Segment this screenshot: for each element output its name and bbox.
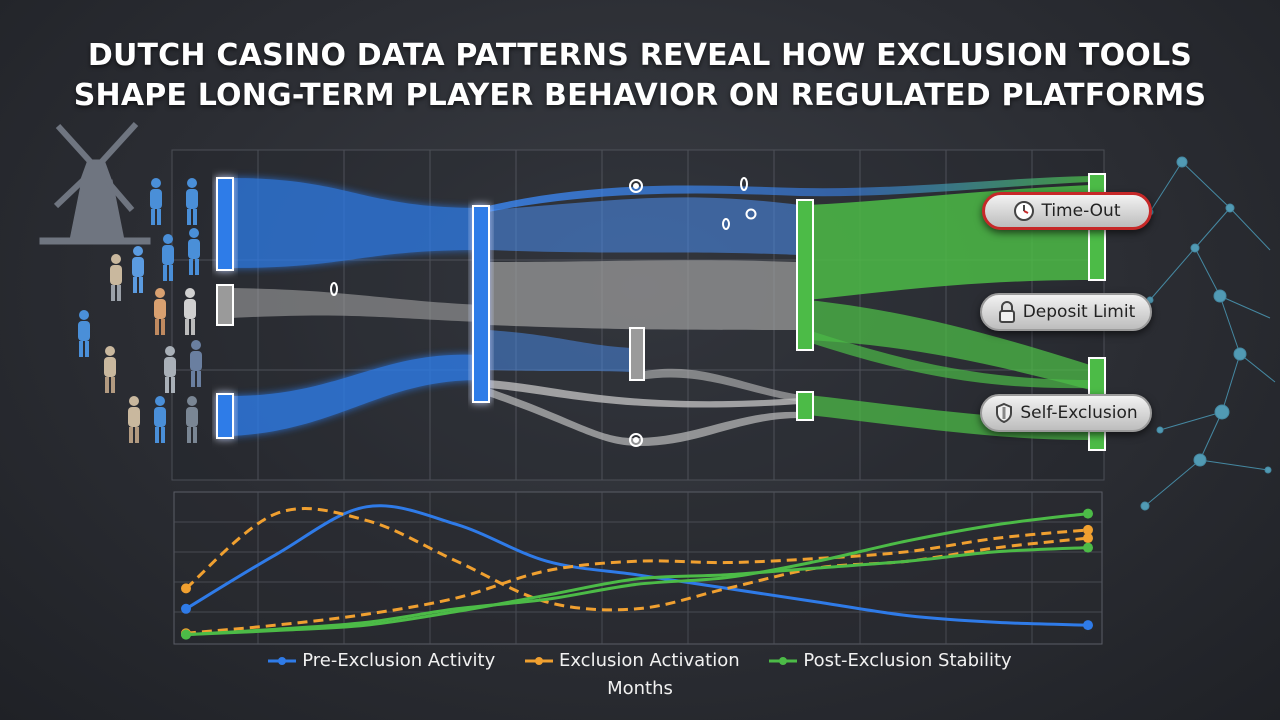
shield-icon bbox=[996, 402, 1013, 424]
x-axis-label: Months bbox=[607, 678, 673, 699]
node-center-blue bbox=[472, 205, 490, 403]
network-icon bbox=[1140, 156, 1276, 511]
person-icon bbox=[162, 234, 174, 281]
person-icon bbox=[188, 228, 200, 275]
deposit-limit-label: Deposit Limit bbox=[1022, 302, 1136, 322]
legend-item-pre: Pre-Exclusion Activity bbox=[268, 650, 495, 671]
node-left-bottom bbox=[216, 393, 234, 439]
flow-blue-to-grey bbox=[488, 330, 632, 372]
flow-green-fan bbox=[808, 330, 1090, 389]
series-0-point-10 bbox=[1083, 620, 1093, 631]
legend-swatch-pre bbox=[268, 656, 297, 665]
line-chart-series bbox=[181, 504, 1093, 640]
legend-label-post: Post-Exclusion Stability bbox=[803, 650, 1012, 671]
legend-swatch-post bbox=[769, 656, 798, 665]
flow-grey-mid bbox=[488, 260, 800, 330]
line-chart bbox=[173, 491, 1103, 645]
series-1-point-10 bbox=[1083, 533, 1093, 544]
flow-blue-top-right bbox=[488, 197, 800, 255]
legend-item-exclusion: Exclusion Activation bbox=[524, 650, 740, 671]
person-icon bbox=[164, 346, 176, 393]
legend-label-pre: Pre-Exclusion Activity bbox=[302, 650, 496, 671]
flow-blue-bottom bbox=[232, 354, 480, 436]
series-1-point-0 bbox=[181, 583, 191, 594]
lock-icon bbox=[998, 301, 1015, 323]
flow-grey-fan-1 bbox=[488, 380, 800, 408]
time-out-pill[interactable]: Time-Out bbox=[982, 192, 1152, 230]
series-line-4 bbox=[185, 546, 1089, 637]
windmill-icon bbox=[39, 121, 151, 245]
legend-item-post: Post-Exclusion Stability bbox=[769, 650, 1012, 671]
page-title: DUTCH CASINO DATA PATTERNS REVEAL HOW EX… bbox=[0, 36, 1280, 116]
flow-grey-fan-2 bbox=[488, 388, 800, 446]
person-icon bbox=[154, 288, 166, 335]
series-3-point-10 bbox=[1083, 508, 1093, 519]
node-green-small bbox=[796, 391, 814, 421]
person-icon bbox=[184, 288, 196, 335]
person-icon bbox=[128, 396, 140, 443]
person-icon bbox=[104, 346, 116, 393]
person-icon bbox=[78, 310, 90, 357]
person-icon bbox=[154, 396, 166, 443]
series-2-point-10 bbox=[1083, 524, 1093, 535]
flow-markers bbox=[330, 177, 757, 447]
chart-legend: Pre-Exclusion Activity Exclusion Activat… bbox=[0, 650, 1280, 672]
deposit-limit-pill[interactable]: Deposit Limit bbox=[980, 293, 1152, 331]
series-line-2 bbox=[185, 528, 1089, 635]
flow-grey-fan-3 bbox=[640, 368, 800, 402]
player-crowd bbox=[78, 178, 202, 443]
sankey-nodes bbox=[216, 173, 1106, 451]
flow-grey-left bbox=[232, 288, 480, 322]
node-left-mid bbox=[216, 284, 234, 326]
node-left-top bbox=[216, 177, 234, 271]
series-4-point-10 bbox=[1083, 542, 1093, 553]
title-line-2: SHAPE LONG-TERM PLAYER BEHAVIOR ON REGUL… bbox=[73, 78, 1207, 113]
flow-green-mid bbox=[808, 300, 1090, 390]
series-line-3 bbox=[185, 512, 1089, 637]
person-icon bbox=[132, 246, 144, 293]
series-line-0 bbox=[185, 504, 1089, 627]
person-icon bbox=[186, 396, 198, 443]
flow-top-thin bbox=[488, 176, 1090, 212]
person-icon bbox=[186, 178, 198, 225]
legend-swatch-exclusion bbox=[524, 656, 553, 665]
time-out-label: Time-Out bbox=[1041, 201, 1121, 221]
node-green-main bbox=[796, 199, 814, 351]
person-icon bbox=[190, 340, 202, 387]
legend-label-exclusion: Exclusion Activation bbox=[558, 650, 740, 671]
person-icon bbox=[150, 178, 162, 225]
title-line-1: DUTCH CASINO DATA PATTERNS REVEAL HOW EX… bbox=[87, 38, 1193, 73]
clock-icon bbox=[1014, 201, 1035, 221]
person-icon bbox=[110, 254, 122, 301]
node-center-grey bbox=[629, 327, 645, 381]
flow-blue-top bbox=[232, 178, 480, 268]
sankey-flows bbox=[232, 176, 1090, 446]
self-exclusion-pill[interactable]: Self-Exclusion bbox=[980, 394, 1152, 432]
series-4-point-0 bbox=[181, 629, 191, 640]
self-exclusion-label: Self-Exclusion bbox=[1020, 403, 1138, 423]
series-0-point-0 bbox=[181, 603, 191, 614]
